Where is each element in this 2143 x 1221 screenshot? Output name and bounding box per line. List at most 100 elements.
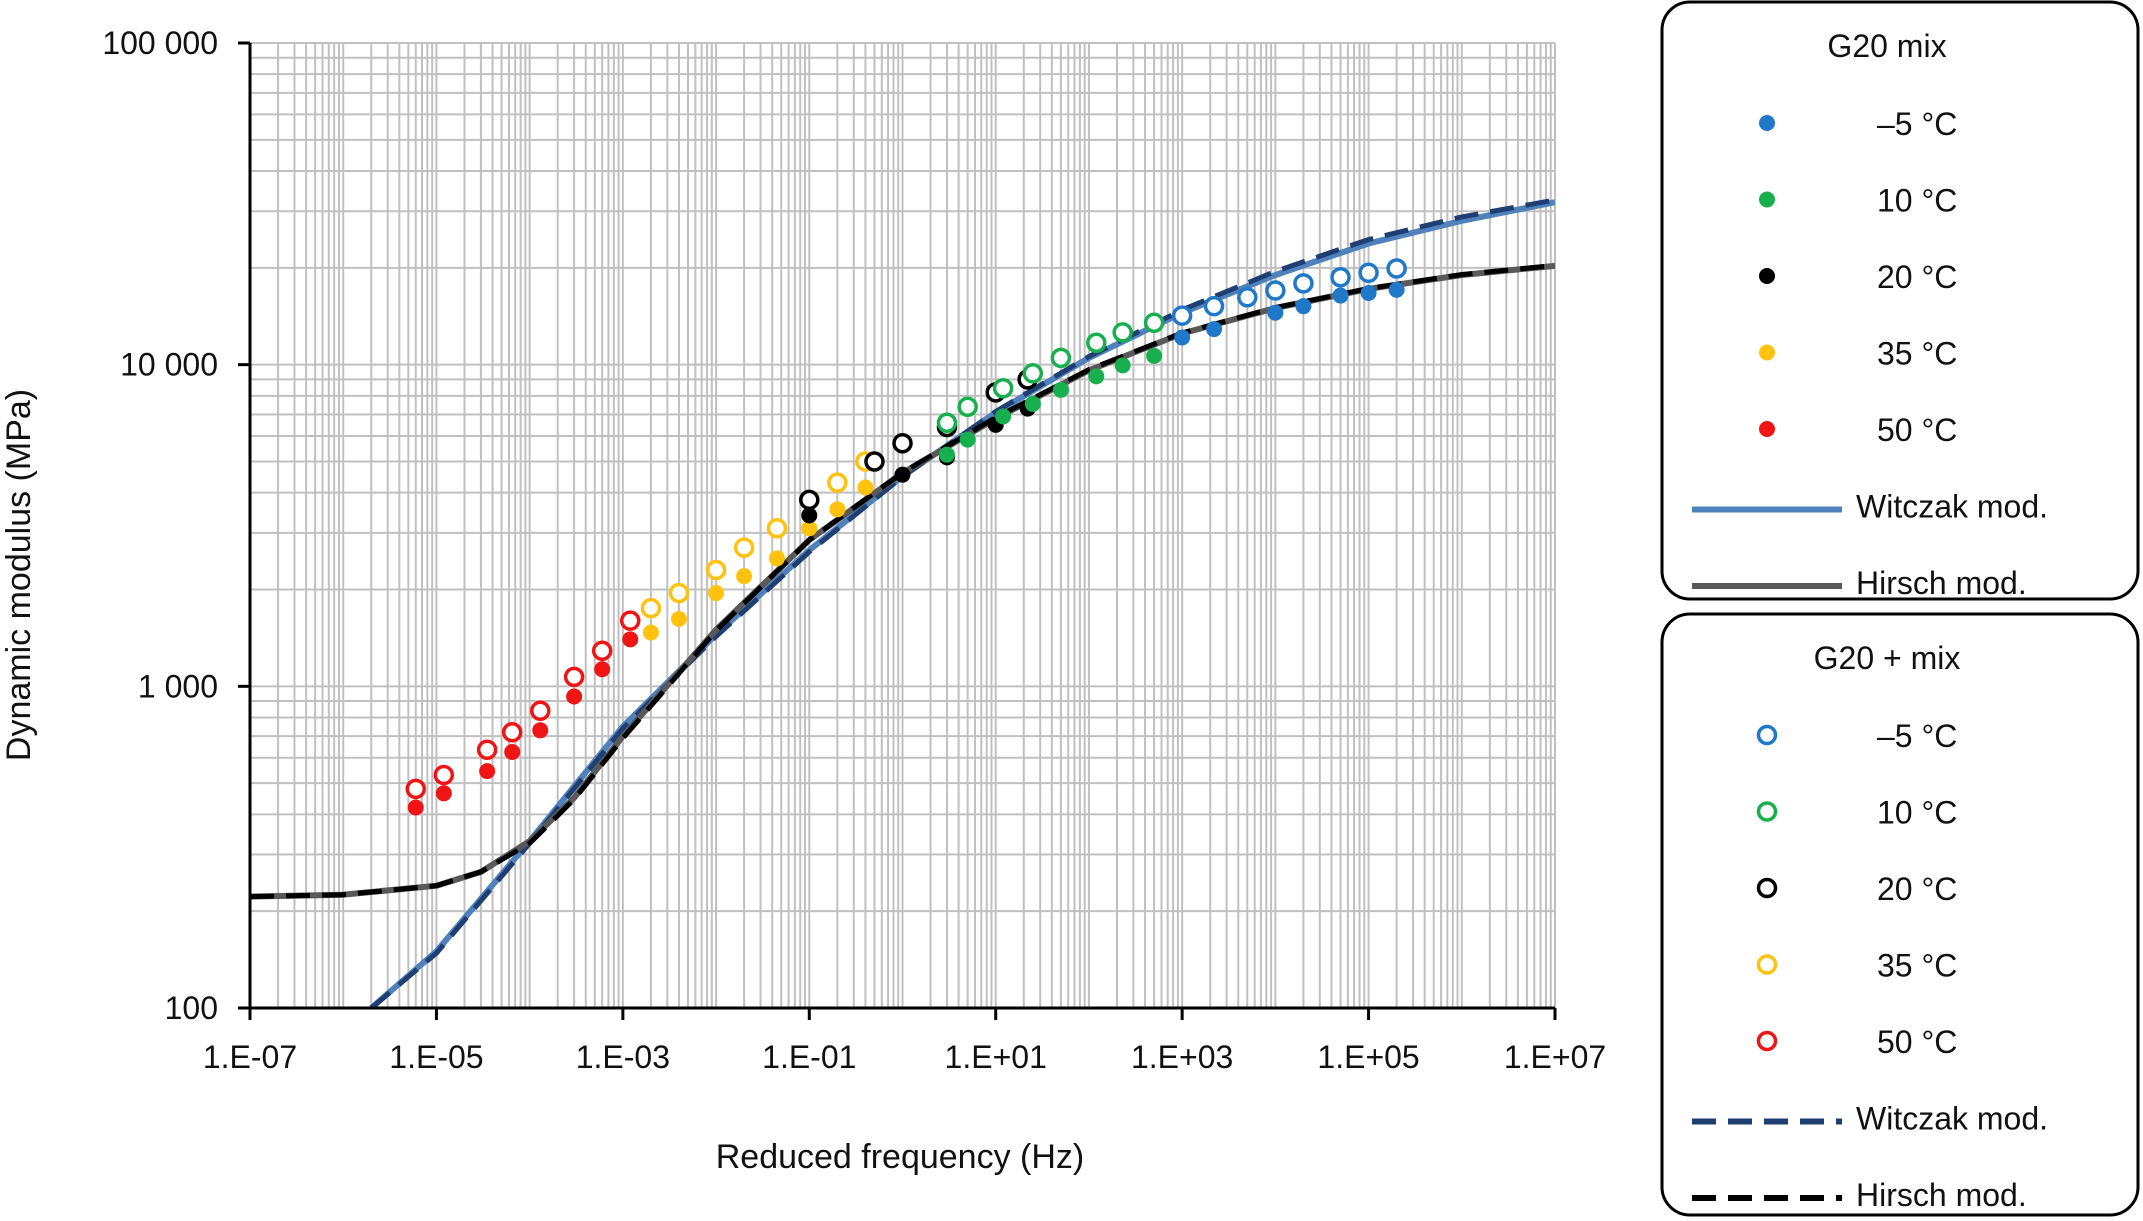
point-g20-plus-minus5	[1386, 258, 1407, 279]
legend-label: 50 °C	[1877, 1024, 1957, 1060]
point-g20-20	[801, 507, 818, 524]
data-points	[405, 258, 1407, 816]
legend-label: 35 °C	[1877, 336, 1957, 372]
legend: G20 mix –5 °C 10 °C 20 °C 35 °C 50 °C Witczak …	[1660, 0, 2140, 1217]
point-g20-10	[1114, 357, 1131, 374]
legend-label: –5 °C	[1877, 718, 1957, 754]
point-g20-50	[479, 763, 496, 780]
witczak-curve-g20-plus	[369, 197, 1555, 1008]
point-g20-plus-10	[1022, 363, 1044, 384]
point-g20-minus5	[1174, 329, 1191, 346]
y-tick-label: 10 000	[120, 347, 218, 383]
point-g20-plus-20	[892, 432, 913, 454]
point-g20-plus-35	[640, 597, 662, 619]
point-g20-plus-50	[563, 666, 585, 688]
y-tick-label: 100	[165, 990, 218, 1026]
point-g20-50	[532, 722, 549, 739]
x-tick-label: 1.E-01	[762, 1039, 856, 1075]
x-tick-label: 1.E-03	[576, 1039, 670, 1075]
x-axis-label: Reduced frequency (Hz)	[716, 1138, 1085, 1176]
point-g20-plus-20	[799, 489, 820, 511]
point-g20-35	[857, 479, 874, 496]
legend-label: 50 °C	[1877, 412, 1957, 448]
point-g20-plus-35	[705, 559, 727, 581]
hirsch-curve-g20-plus	[250, 262, 1555, 900]
point-g20-plus-35	[766, 518, 788, 539]
legend-marker	[1759, 115, 1775, 131]
grid	[249, 42, 1556, 1009]
point-g20-10	[1024, 395, 1041, 412]
point-g20-plus-35	[827, 472, 848, 493]
point-g20-plus-10	[992, 377, 1014, 399]
x-tick-label: 1.E-07	[203, 1039, 297, 1075]
point-g20-10	[959, 431, 976, 448]
legend-title: G20 mix	[1827, 28, 1946, 64]
point-g20-plus-minus5	[1237, 287, 1258, 308]
legend-marker	[1759, 344, 1775, 361]
point-g20-10	[1146, 347, 1163, 364]
point-g20-10	[938, 446, 955, 463]
point-g20-plus-35	[668, 582, 690, 604]
point-g20-minus5	[1206, 321, 1223, 338]
point-g20-35	[670, 610, 687, 627]
legend-marker	[1756, 1030, 1778, 1052]
point-g20-10	[1052, 381, 1069, 398]
legend-title: G20 + mix	[1814, 640, 1961, 676]
point-g20-plus-50	[433, 764, 455, 786]
point-g20-35	[736, 568, 753, 585]
point-g20-plus-50	[501, 721, 523, 743]
legend-marker	[1759, 191, 1775, 208]
legend-label: 10 °C	[1877, 183, 1957, 219]
y-tick-label: 100 000	[102, 25, 218, 61]
x-tick-label: 1.E+07	[1504, 1039, 1606, 1075]
point-g20-plus-10	[957, 396, 978, 417]
point-g20-minus5	[1360, 285, 1377, 302]
point-g20-plus-minus5	[1293, 273, 1314, 294]
witczak-curve-g20	[369, 199, 1555, 1008]
point-g20-35	[801, 520, 818, 537]
point-g20-plus-10	[936, 412, 958, 433]
legend-marker	[1756, 877, 1778, 899]
x-tick-label: 1.E+05	[1317, 1039, 1419, 1075]
point-g20-plus-minus5	[1203, 295, 1225, 317]
point-g20-minus5	[1388, 281, 1405, 298]
legend-label: 20 °C	[1877, 259, 1957, 295]
point-g20-50	[594, 661, 611, 678]
point-g20-20	[894, 466, 911, 483]
point-g20-plus-50	[530, 700, 551, 721]
legend-label: Hirsch mod.	[1856, 565, 2027, 601]
point-g20-50	[435, 785, 452, 802]
point-g20-35	[642, 624, 659, 641]
point-g20-50	[504, 743, 521, 760]
x-tick-label: 1.E-05	[389, 1039, 483, 1075]
point-g20-plus-10	[1143, 312, 1165, 333]
point-g20-35	[768, 550, 785, 567]
point-g20-plus-10	[1086, 332, 1107, 353]
point-g20-minus5	[1295, 298, 1312, 315]
legend-label: Witczak mod.	[1856, 1101, 2048, 1137]
point-g20-plus-minus5	[1358, 262, 1379, 284]
point-g20-plus-10	[1050, 347, 1072, 369]
point-g20-plus-20	[864, 451, 885, 472]
legend-marker	[1756, 801, 1778, 822]
legend-marker	[1759, 421, 1775, 437]
point-g20-50	[622, 631, 639, 648]
point-g20-50	[566, 688, 583, 705]
point-g20-plus-minus5	[1265, 280, 1286, 301]
point-g20-50	[407, 799, 424, 816]
legend-label: Witczak mod.	[1856, 489, 2048, 525]
point-g20-plus-50	[476, 739, 498, 761]
point-g20-plus-minus5	[1330, 266, 1351, 288]
point-g20-minus5	[1267, 304, 1284, 321]
y-axis-label: Dynamic modulus (MPa)	[0, 389, 38, 761]
legend-label: 20 °C	[1877, 871, 1957, 907]
legend-label: 10 °C	[1877, 795, 1957, 831]
legend-marker	[1756, 724, 1778, 746]
legend-marker	[1756, 954, 1778, 975]
x-tick-label: 1.E+01	[945, 1039, 1047, 1075]
legend-label: –5 °C	[1877, 106, 1957, 142]
point-g20-plus-50	[591, 640, 613, 662]
point-g20-10	[1088, 368, 1105, 385]
legend-label: 35 °C	[1877, 948, 1957, 984]
